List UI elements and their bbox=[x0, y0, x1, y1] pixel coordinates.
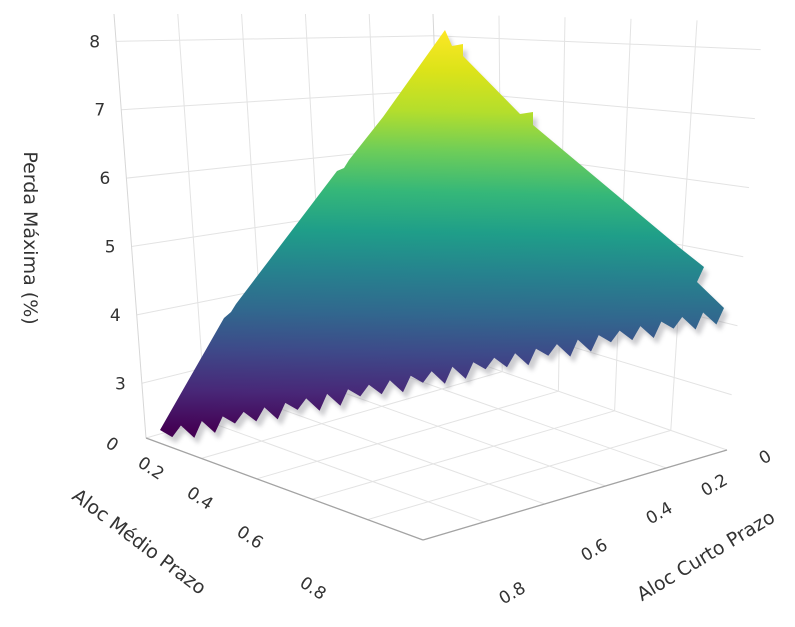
z-tick-label: 3 bbox=[115, 374, 126, 394]
x-tick-label: 0.2 bbox=[134, 453, 168, 485]
y-axis-spine bbox=[422, 449, 728, 541]
floor-gridline-medio bbox=[312, 410, 615, 500]
z-tick-labels: 8 7 6 5 4 3 bbox=[89, 32, 126, 394]
floor-gridline-medio bbox=[367, 429, 671, 521]
x-axis-spine bbox=[145, 437, 424, 541]
wall-vertical-gridline bbox=[670, 20, 698, 431]
floor-gridline-curto bbox=[385, 368, 667, 469]
x-tick-label: 0.4 bbox=[183, 483, 217, 515]
z-gridline bbox=[121, 89, 436, 111]
z-gridline bbox=[116, 35, 434, 42]
floor-gridline-curto bbox=[325, 385, 606, 487]
wall-vertical-gridline bbox=[177, 13, 207, 421]
x-tick-label: 0.8 bbox=[296, 573, 330, 605]
left-box-edge bbox=[113, 13, 147, 439]
y-tick-label: 0.6 bbox=[578, 535, 611, 566]
x-tick-label: 0.6 bbox=[233, 522, 267, 554]
z-tick-label: 4 bbox=[110, 306, 121, 326]
x-tick-label: 0 bbox=[102, 433, 122, 456]
z-tick-label: 7 bbox=[94, 101, 105, 121]
z-axis-title: Perda Máxima (%) bbox=[19, 151, 41, 325]
y-tick-label: 0 bbox=[756, 446, 775, 469]
trisurf-surface bbox=[160, 30, 724, 438]
z-gridline bbox=[433, 35, 761, 51]
floor-gridline-curto bbox=[205, 420, 484, 523]
z-tick-label: 6 bbox=[100, 169, 111, 189]
y-tick-label: 0.2 bbox=[698, 470, 731, 501]
x-tick-labels: 0 0.2 0.4 0.6 0.8 bbox=[102, 433, 330, 604]
floor-gridline-medio bbox=[256, 390, 559, 480]
y-tick-label: 0.4 bbox=[643, 498, 676, 529]
y-tick-label: 0.8 bbox=[496, 578, 529, 609]
floor-gridline-curto bbox=[265, 403, 545, 505]
axis-spines bbox=[145, 437, 728, 541]
floor-gridline-medio bbox=[201, 371, 503, 459]
z-tick-label: 8 bbox=[89, 32, 100, 52]
z-tick-label: 5 bbox=[105, 238, 116, 258]
